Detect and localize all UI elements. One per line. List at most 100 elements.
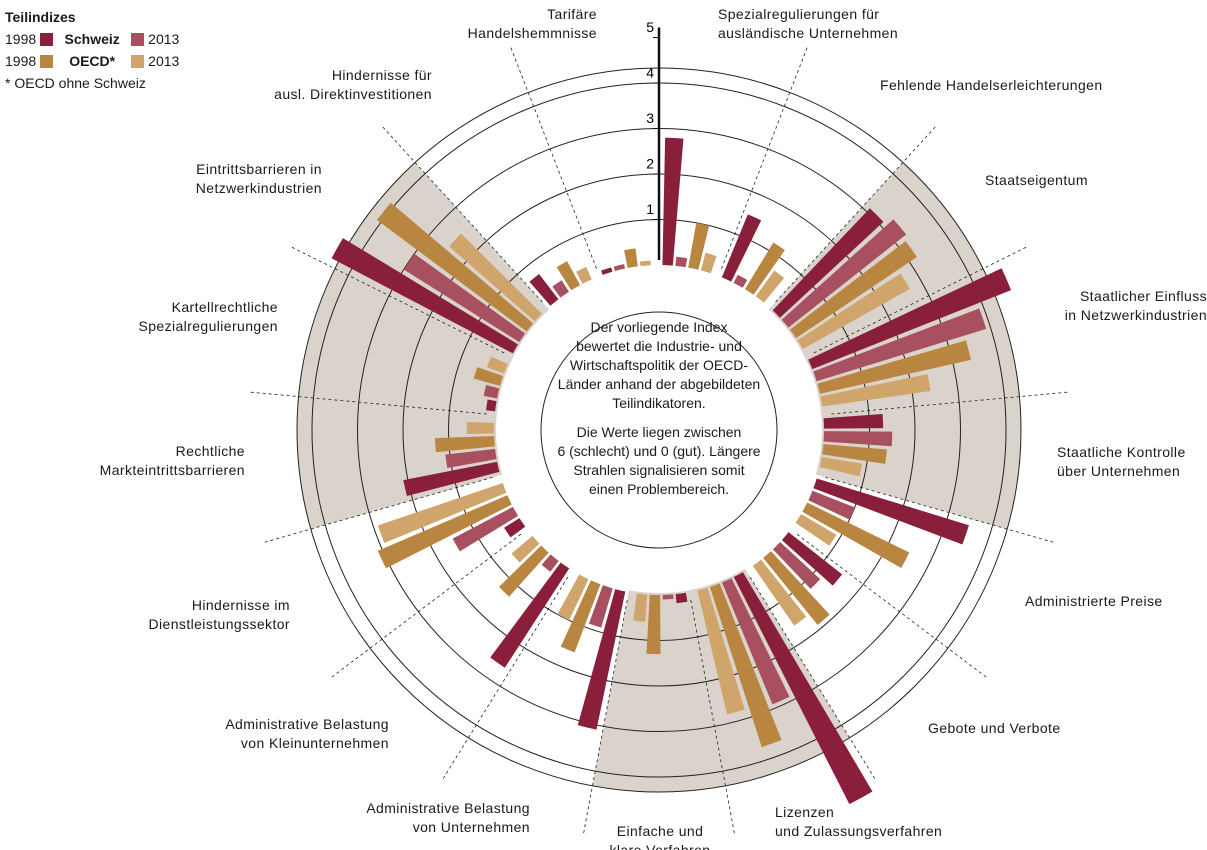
- bar: [709, 583, 782, 748]
- category-label: Hindernisse für ausl. Direktinvestitione…: [274, 67, 432, 102]
- bar: [377, 483, 507, 543]
- bar: [556, 261, 581, 291]
- legend-group: OECD*: [69, 53, 116, 69]
- bar: [789, 241, 917, 339]
- bar: [721, 214, 762, 282]
- bar: [808, 268, 1012, 370]
- sector-shade: [815, 396, 1021, 530]
- tick-label: 1: [646, 201, 654, 217]
- legend-swatch: [40, 32, 54, 46]
- bar: [688, 222, 710, 270]
- sector-divider: [329, 533, 522, 679]
- legend-swatch: [131, 32, 145, 46]
- sector-divider: [831, 391, 1070, 415]
- legend-row: 1998 Schweiz 2013: [5, 28, 179, 50]
- legend-year: 1998: [5, 31, 37, 47]
- tick-label: 5: [646, 19, 654, 35]
- sector-divider: [381, 125, 543, 303]
- bar: [781, 219, 907, 328]
- center-annotation: Der vorliegende Index bewertet die Indus…: [548, 318, 770, 509]
- legend-swatch: [40, 54, 54, 68]
- bar: [490, 562, 570, 668]
- sector-divider: [509, 45, 597, 269]
- bar: [445, 448, 497, 469]
- bar: [820, 374, 931, 407]
- bar: [473, 367, 504, 386]
- category-label: Gebote und Verbote: [928, 720, 1061, 736]
- bar: [639, 260, 651, 267]
- legend-row: 1998 OECD* 2013: [5, 50, 179, 72]
- sector-divider: [813, 245, 1028, 354]
- sector-divider: [290, 245, 505, 354]
- bar: [802, 502, 910, 569]
- category-label: Eintrittsbarrieren in Netzwerkindustrien: [195, 161, 322, 196]
- bar: [552, 280, 570, 298]
- bar: [733, 274, 748, 288]
- bar: [613, 264, 626, 271]
- bar: [486, 356, 508, 374]
- sector-divider: [749, 576, 877, 781]
- category-label: Spezialregulierungen für ausländische Un…: [718, 6, 899, 41]
- category-label: Staatseigentum: [985, 172, 1088, 188]
- tick-label: 3: [646, 110, 654, 126]
- bar: [529, 273, 559, 306]
- category-label: Rechtliche Markteintrittsbarrieren: [99, 443, 245, 478]
- category-label: Administrierte Preise: [1025, 593, 1163, 609]
- bar: [504, 518, 526, 538]
- bar: [772, 542, 821, 589]
- category-label: Staatlicher Einfluss in Netzwerkindustri…: [1064, 288, 1207, 323]
- bar: [576, 266, 592, 284]
- category-label: Administrative Belastung von Unternehmen: [366, 800, 530, 835]
- category-label: Lizenzen und Zulassungsverfahren: [775, 804, 943, 839]
- sector-shade: [592, 590, 726, 792]
- bar: [722, 578, 790, 705]
- bar: [588, 585, 613, 628]
- sector-divider: [775, 125, 937, 303]
- bar: [662, 137, 684, 266]
- bar: [795, 513, 837, 546]
- legend-year: 1998: [5, 53, 37, 69]
- category-label: Staatliche Kontrolle über Unternehmen: [1057, 444, 1186, 479]
- bar: [697, 587, 745, 715]
- sector-shade: [298, 268, 514, 415]
- category-label: Kartellrechtliche Spezialregulierungen: [138, 299, 278, 334]
- bar: [662, 594, 674, 600]
- bar: [449, 233, 542, 322]
- bar: [403, 253, 526, 343]
- legend-note: * OECD ohne Schweiz: [5, 75, 146, 91]
- bar: [541, 554, 559, 572]
- sector-divider: [825, 476, 1056, 544]
- legend-year: 2013: [148, 53, 180, 69]
- legend-rows: 1998 Schweiz 2013 1998 OECD* 2013: [5, 28, 179, 72]
- sector-shade: [296, 396, 503, 530]
- bar: [633, 593, 648, 622]
- legend: Teilindizes 1998 Schweiz 2013 1998 OECD* 2013…: [5, 6, 179, 94]
- bar: [646, 594, 661, 655]
- tick-label: 2: [646, 156, 654, 172]
- bar: [577, 589, 626, 730]
- bar: [377, 202, 534, 332]
- bar: [752, 559, 807, 626]
- bar: [452, 506, 519, 552]
- bar: [675, 592, 688, 604]
- bar: [624, 248, 638, 269]
- bar: [483, 384, 500, 399]
- bar: [434, 435, 495, 453]
- bar: [823, 431, 893, 447]
- inner-ring: [540, 311, 778, 549]
- bar: [700, 252, 717, 274]
- bar: [781, 532, 843, 586]
- bar: [675, 256, 688, 268]
- legend-swatch: [131, 54, 145, 68]
- bar: [466, 421, 495, 434]
- category-label: Tarifäre Handelshemmnisse: [467, 6, 597, 41]
- bar: [498, 545, 549, 597]
- sector-divider: [248, 391, 487, 415]
- bar: [808, 490, 855, 520]
- bar: [744, 242, 785, 295]
- annotation-paragraph: Die Werte liegen zwischen 6 (schlecht) u…: [557, 424, 761, 497]
- bar: [331, 238, 518, 354]
- bar: [813, 308, 987, 382]
